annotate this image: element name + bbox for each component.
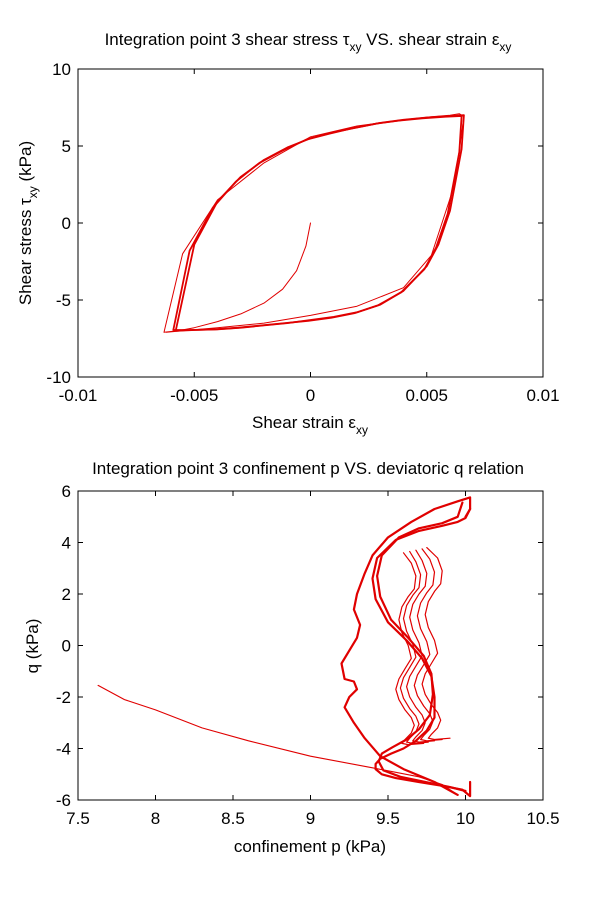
x-tick-label: 10.5	[526, 809, 559, 828]
p-q-title: Integration point 3 confinement p VS. de…	[92, 459, 524, 478]
x-tick-label: 8	[151, 809, 160, 828]
y-tick-label: -2	[56, 688, 71, 707]
series-line-1-8	[395, 552, 425, 746]
x-tick-label: 0.005	[405, 386, 448, 405]
x-tick-label: 9	[306, 809, 315, 828]
y-tick-label: 5	[62, 137, 71, 156]
x-tick-label: 0	[306, 386, 315, 405]
y-tick-label: 10	[52, 60, 71, 79]
series-line-1-7	[421, 546, 451, 741]
series-line-1-1	[340, 496, 472, 797]
y-tick-label: 0	[62, 214, 71, 233]
stress-strain-ticks: -0.01 -0.005 0 0.005 0.01 -10 -5 0 5 10	[46, 60, 559, 405]
x-tick-label: 8.5	[221, 809, 245, 828]
series-line-1-2	[371, 507, 472, 798]
x-tick-label: 7.5	[66, 809, 90, 828]
x-tick-label: 0.01	[526, 386, 559, 405]
p-q-x-label: confinement p (kPa)	[234, 837, 386, 856]
y-tick-label: -4	[56, 740, 71, 759]
stress-strain-title: Integration point 3 shear stress τxy VS.…	[105, 30, 512, 54]
y-tick-label: 0	[62, 637, 71, 656]
y-tick-label: -10	[46, 368, 71, 387]
y-tick-label: -6	[56, 791, 71, 810]
x-tick-label: -0.005	[170, 386, 218, 405]
p-q-chart: Integration point 3 confinement p VS. de…	[23, 459, 560, 856]
y-tick-label: -5	[56, 291, 71, 310]
y-tick-label: 4	[62, 534, 71, 553]
y-tick-label: 2	[62, 585, 71, 604]
x-tick-label: 9.5	[376, 809, 400, 828]
stress-strain-x-label: Shear strain εxy	[252, 413, 368, 437]
p-q-plot-area	[77, 490, 544, 801]
stress-strain-chart: Integration point 3 shear stress τxy VS.…	[16, 30, 560, 437]
series-line-1-4	[406, 549, 436, 743]
x-tick-label: 10	[456, 809, 475, 828]
stress-strain-y-label: Shear stress τxy (kPa)	[16, 141, 40, 305]
series-line-1-3	[376, 501, 467, 793]
p-q-y-label: q (kPa)	[23, 619, 42, 674]
p-q-ticks: 7.5 8 8.5 9 9.5 10 10.5 -6 -4 -2 0 2 4 6	[56, 482, 560, 828]
series-line-1-5	[413, 548, 443, 742]
series-line-1-6	[399, 550, 429, 745]
series-line-0-0	[163, 113, 465, 333]
series-line-0-2	[172, 115, 463, 331]
y-tick-label: 6	[62, 482, 71, 501]
stress-strain-curves	[163, 113, 465, 333]
x-tick-label: -0.01	[59, 386, 98, 405]
p-q-curves	[97, 496, 472, 798]
